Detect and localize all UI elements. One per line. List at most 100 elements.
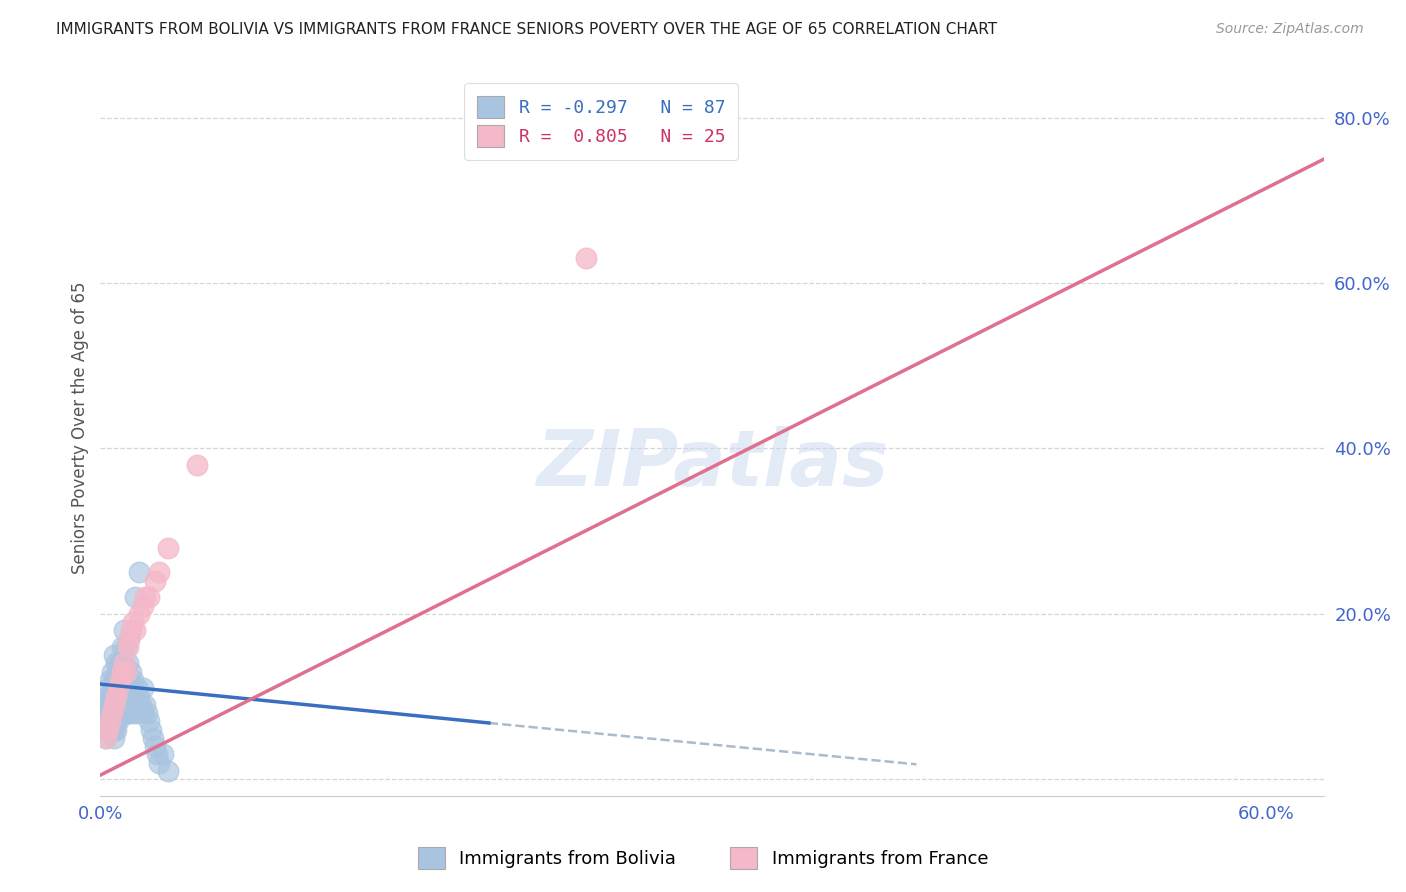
Point [96, 731, 118, 745]
Point [127, 706, 149, 720]
Point [132, 599, 155, 613]
Point [93, 706, 115, 720]
Point [96, 690, 118, 704]
Point [103, 731, 125, 745]
Point [138, 714, 160, 729]
Text: Source: ZipAtlas.com: Source: ZipAtlas.com [1216, 22, 1364, 37]
Point [98, 698, 121, 712]
Point [107, 665, 129, 679]
Point [104, 657, 127, 671]
Point [111, 706, 134, 720]
Point [143, 574, 166, 588]
Point [186, 458, 208, 472]
Point [117, 706, 139, 720]
Point [124, 624, 146, 638]
Point [104, 698, 127, 712]
Point [112, 698, 135, 712]
Point [118, 632, 141, 646]
Point [97, 706, 120, 720]
Point [107, 706, 129, 720]
Point [114, 706, 136, 720]
Point [98, 723, 121, 737]
Point [129, 698, 152, 712]
Point [96, 698, 118, 712]
Point [114, 665, 136, 679]
Point [104, 714, 127, 729]
Point [107, 681, 129, 696]
Point [101, 706, 124, 720]
Point [128, 566, 150, 580]
Point [103, 673, 125, 687]
Point [152, 747, 174, 762]
Point [148, 756, 170, 770]
Point [134, 698, 156, 712]
Point [107, 714, 129, 729]
Point [101, 665, 124, 679]
Point [104, 690, 127, 704]
Point [103, 698, 125, 712]
Point [111, 665, 134, 679]
Point [101, 706, 124, 720]
Point [148, 566, 170, 580]
Point [132, 706, 155, 720]
Point [101, 723, 124, 737]
Point [98, 714, 121, 729]
Point [122, 615, 145, 629]
Point [128, 607, 150, 621]
Point [111, 640, 134, 654]
Point [112, 624, 135, 638]
Point [108, 657, 131, 671]
Point [111, 665, 134, 679]
Point [97, 698, 120, 712]
Y-axis label: Seniors Poverty Over the Age of 65: Seniors Poverty Over the Age of 65 [72, 282, 89, 574]
Point [117, 640, 139, 654]
Point [103, 698, 125, 712]
Point [101, 690, 124, 704]
Point [136, 706, 159, 720]
Point [111, 690, 134, 704]
Point [120, 698, 142, 712]
Point [103, 714, 125, 729]
Point [107, 698, 129, 712]
Point [128, 690, 150, 704]
Point [96, 714, 118, 729]
Point [124, 591, 146, 605]
Point [145, 747, 167, 762]
Point [143, 739, 166, 753]
Point [107, 681, 129, 696]
Point [157, 764, 180, 778]
Point [101, 681, 124, 696]
Point [112, 657, 135, 671]
Point [114, 673, 136, 687]
Point [114, 640, 136, 654]
Point [96, 723, 118, 737]
Point [117, 657, 139, 671]
Point [103, 648, 125, 662]
Point [97, 681, 120, 696]
Point [98, 690, 121, 704]
Point [118, 706, 141, 720]
Point [122, 706, 145, 720]
Point [108, 690, 131, 704]
Point [120, 665, 142, 679]
Point [132, 681, 155, 696]
Point [117, 681, 139, 696]
Point [98, 714, 121, 729]
Point [142, 731, 165, 745]
Point [108, 673, 131, 687]
Point [98, 673, 121, 687]
Point [112, 657, 135, 671]
Point [118, 632, 141, 646]
Point [101, 714, 124, 729]
Point [139, 723, 162, 737]
Point [134, 591, 156, 605]
Point [97, 723, 120, 737]
Point [108, 706, 131, 720]
Point [127, 681, 149, 696]
Point [157, 541, 180, 555]
Point [118, 673, 141, 687]
Point [103, 690, 125, 704]
Point [101, 698, 124, 712]
Point [103, 706, 125, 720]
Point [104, 673, 127, 687]
